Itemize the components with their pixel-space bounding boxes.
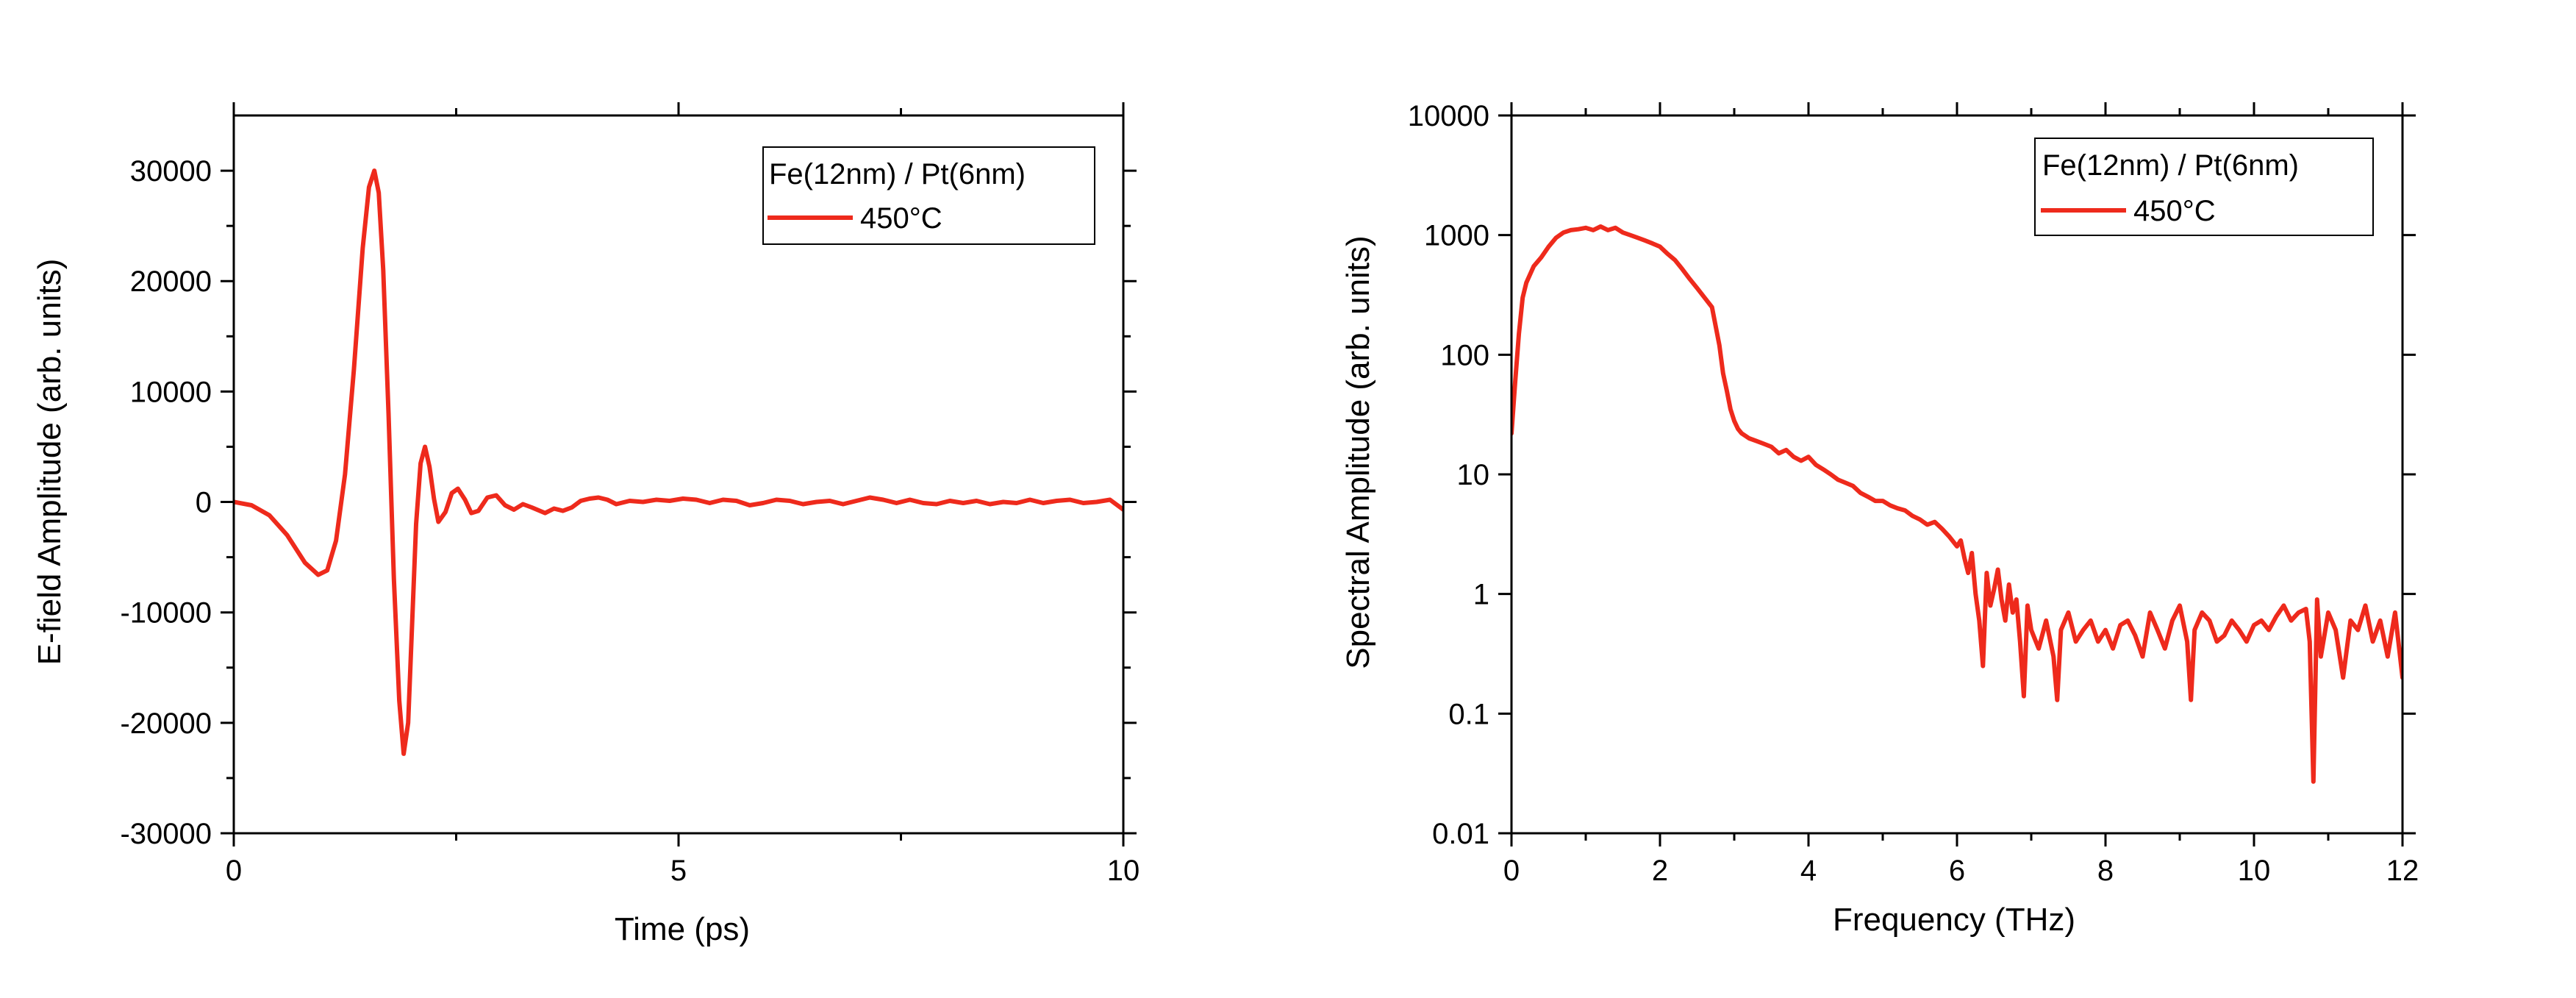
spectrum-legend: Fe(12nm) / Pt(6nm) 450°C xyxy=(2034,138,2374,236)
time-y-tick-label: -10000 xyxy=(120,597,212,630)
time-legend-series-label: 450°C xyxy=(860,202,942,235)
time-legend: Fe(12nm) / Pt(6nm) 450°C xyxy=(762,146,1095,245)
spectrum-axis-ticks: 0 2 4 6 8 10 12 0.01 0.1 1 10 100 1000 10000 xyxy=(1408,100,2419,887)
spectrum-y-tick-label: 10000 xyxy=(1408,100,1489,132)
time-y-tick-label: 0 xyxy=(196,487,212,519)
spectrum-legend-title: Fe(12nm) / Pt(6nm) xyxy=(2042,149,2299,182)
time-plot-frame xyxy=(232,114,1125,835)
spectrum-y-tick-label: 10 xyxy=(1457,459,1490,491)
spectrum-y-tick-label: 100 xyxy=(1440,339,1489,371)
spectrum-y-tick-label: 0.01 xyxy=(1432,818,1489,850)
spectrum-plot-frame xyxy=(1510,114,2404,835)
spectrum-y-tick-label: 1000 xyxy=(1424,220,1489,252)
spectrum-trace-group xyxy=(1511,224,2403,784)
time-y-tick-label: -20000 xyxy=(120,707,212,740)
time-legend-box xyxy=(762,146,1095,245)
spectrum-x-axis-label: Frequency (THz) xyxy=(1833,902,2075,938)
spectrum-x-tick-label: 12 xyxy=(2386,855,2419,887)
spectrum-x-tick-label: 0 xyxy=(1503,855,1520,887)
time-series-line-0 xyxy=(234,168,1123,756)
spectrum-legend-box xyxy=(2034,138,2374,236)
spectrum-x-tick-label: 10 xyxy=(2238,855,2271,887)
time-trace-group xyxy=(234,168,1123,756)
spectrum-y-tick-label: 1 xyxy=(1473,579,1489,611)
spectrum-legend-series-label: 450°C xyxy=(2133,195,2216,227)
time-x-tick-label: 0 xyxy=(226,855,242,887)
time-y-tick-label: 10000 xyxy=(130,376,212,408)
time-y-axis-label: E-field Amplitude (arb. units) xyxy=(32,259,68,666)
time-axis-ticks: 0 5 10 -30000 -20000 -10000 0 10000 20000 30000 xyxy=(120,102,1139,887)
spectrum-y-tick-label: 0.1 xyxy=(1448,698,1489,730)
spectrum-x-tick-label: 4 xyxy=(1800,855,1817,887)
spectrum-x-tick-label: 6 xyxy=(1949,855,1965,887)
spectrum-series-line-0 xyxy=(1511,224,2403,784)
time-domain-panel: 0 5 10 -30000 -20000 -10000 0 10000 20000 30000 T… xyxy=(32,102,1139,947)
time-y-tick-label: 20000 xyxy=(130,265,212,298)
time-y-tick-label: -30000 xyxy=(120,818,212,850)
frequency-domain-panel: 0 2 4 6 8 10 12 0.01 0.1 1 10 100 1000 10000 Frequenc… xyxy=(1340,100,2419,938)
spectrum-x-tick-label: 2 xyxy=(1652,855,1668,887)
time-x-axis-label: Time (ps) xyxy=(615,911,750,947)
time-y-tick-label: 30000 xyxy=(130,155,212,188)
time-x-tick-label: 5 xyxy=(670,855,687,887)
time-legend-title: Fe(12nm) / Pt(6nm) xyxy=(769,158,1026,190)
time-x-tick-label: 10 xyxy=(1107,855,1140,887)
spectrum-x-tick-label: 8 xyxy=(2097,855,2114,887)
spectrum-y-axis-label: Spectral Amplitude (arb. units) xyxy=(1340,235,1376,669)
